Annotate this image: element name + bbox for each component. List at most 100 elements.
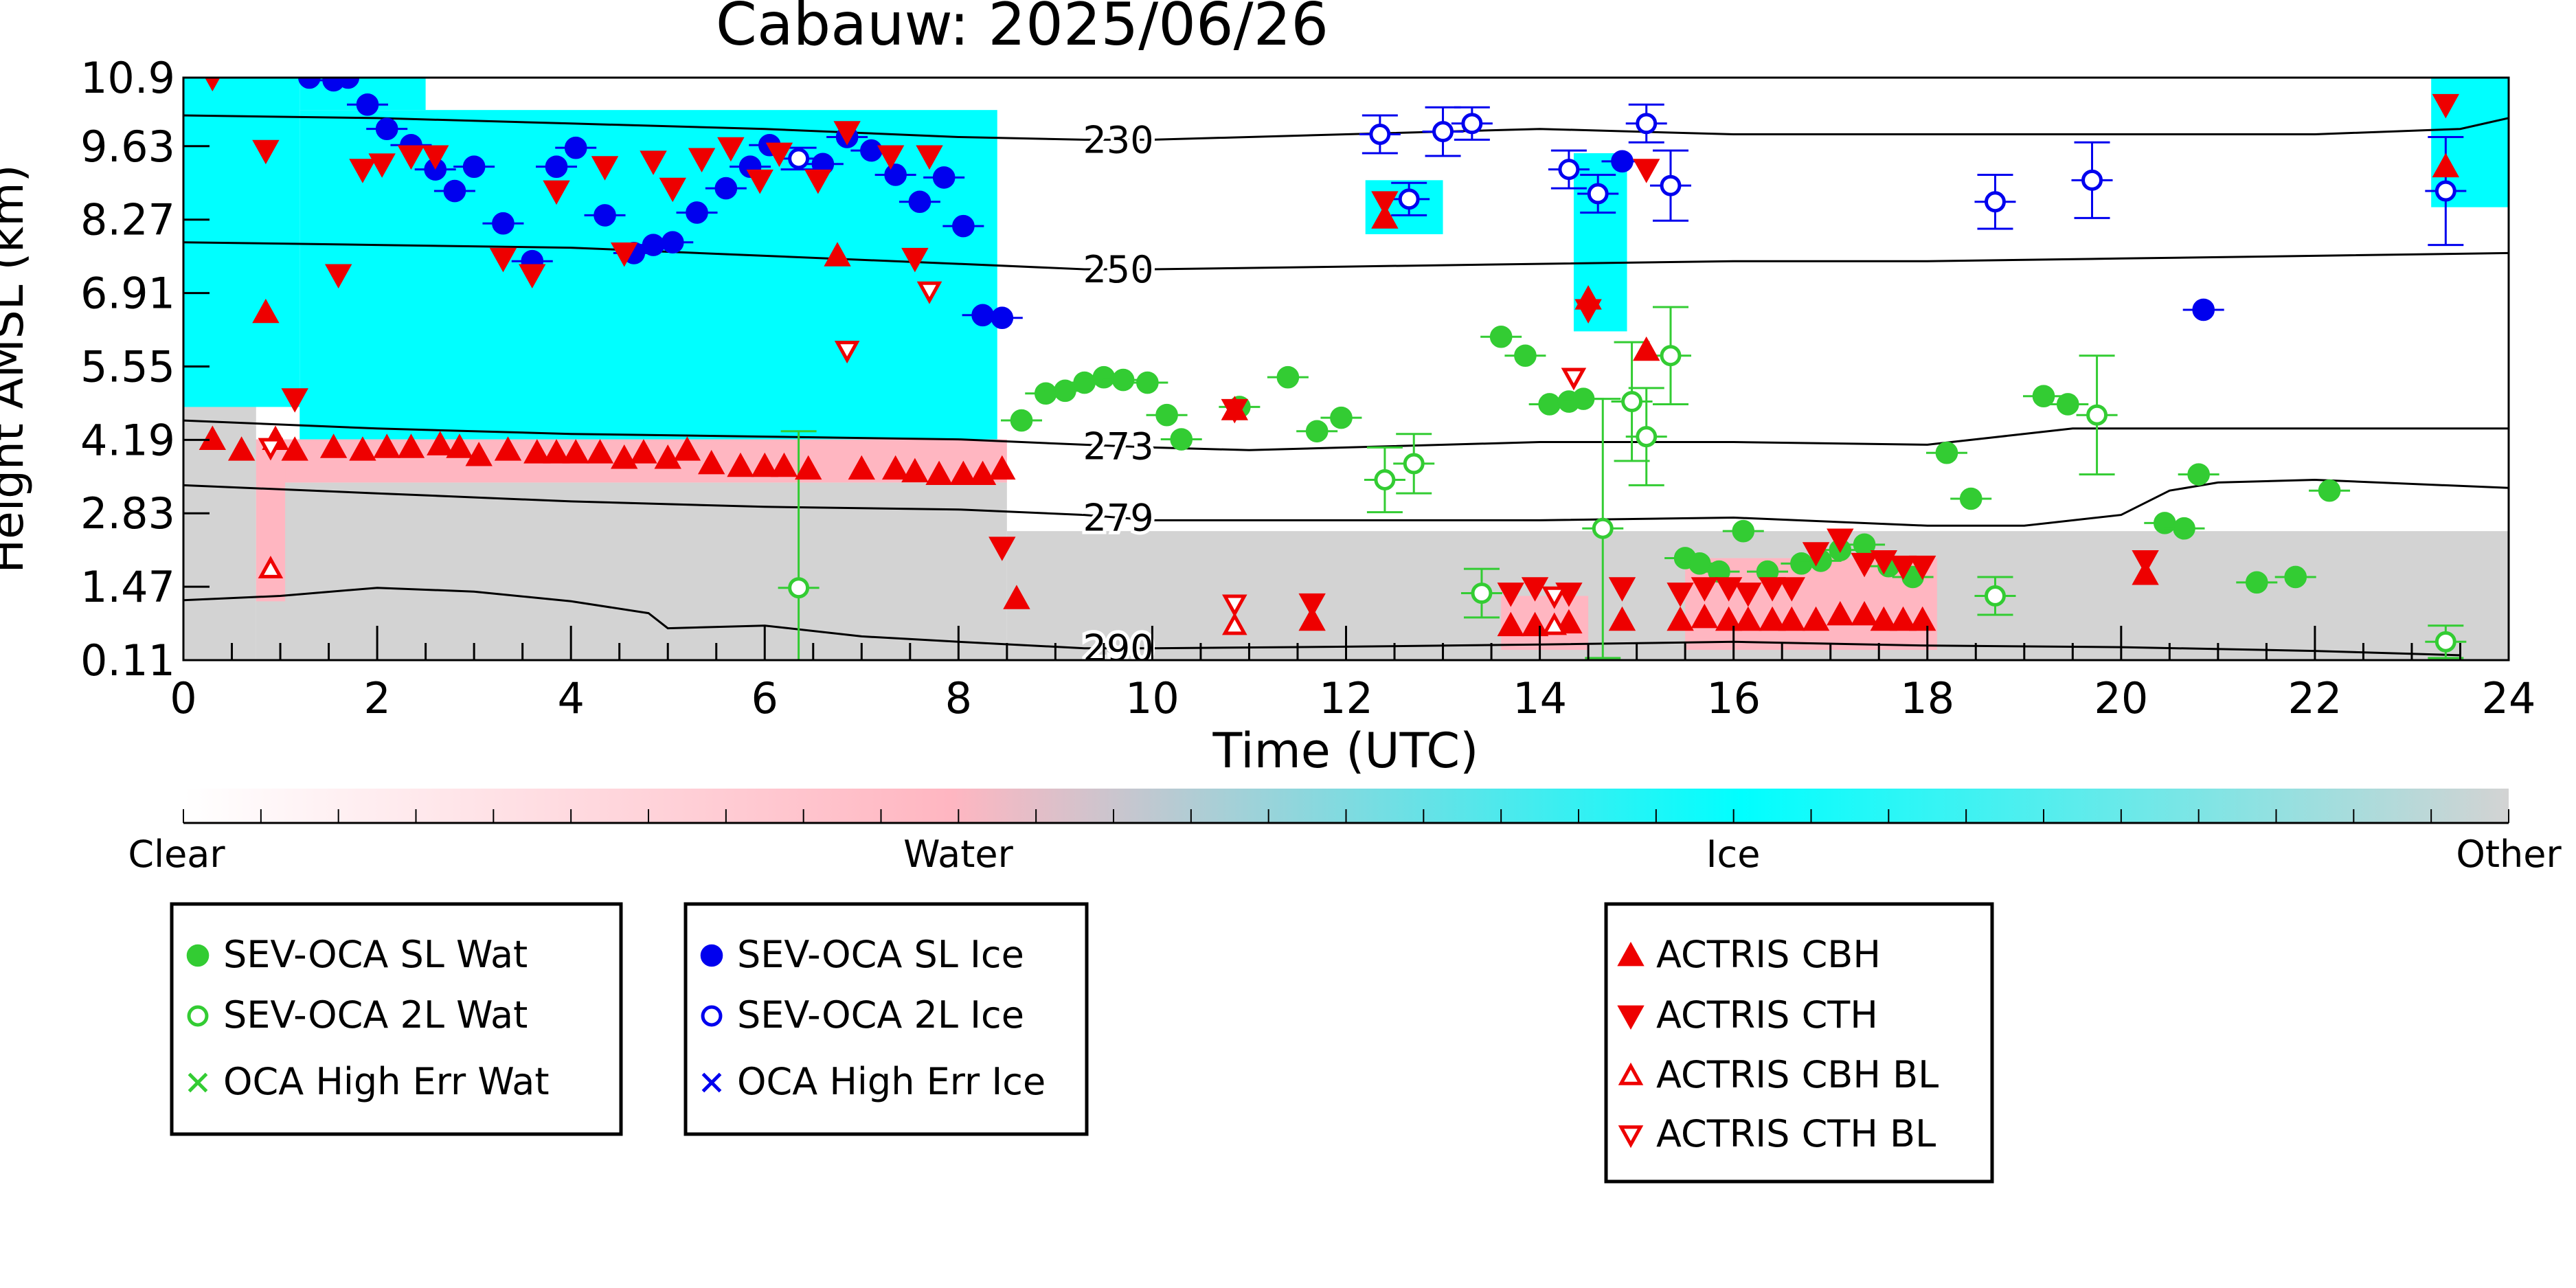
sev-oca-2l-ice-point xyxy=(788,148,810,170)
sev-oca-sl-wat-point xyxy=(1155,403,1178,427)
actris-cbh-point xyxy=(543,439,570,464)
actris-cbh-point xyxy=(523,439,551,464)
sev-oca-sl-wat-point xyxy=(2245,571,2268,594)
actris-cth-point xyxy=(2132,550,2159,575)
x-tick-label: 22 xyxy=(2287,673,2342,723)
sev-oca-sl-ice-point xyxy=(952,214,975,238)
actris-cbh-point xyxy=(727,452,754,477)
isotherm-label: 273 xyxy=(1083,425,1154,468)
sev-oca-sl-wat-point xyxy=(1959,487,1982,510)
colorbar: Clear Water Ice Other xyxy=(128,789,2562,876)
sev-oca-sl-wat-point xyxy=(1688,552,1711,575)
actris-cth-bl-point xyxy=(258,438,284,461)
actris-cbh-point xyxy=(319,433,348,458)
chart-title: Cabauw: 2025/06/26 xyxy=(716,0,1329,59)
actris-cth-point xyxy=(988,536,1016,561)
legend-ice: SEV-OCA SL Ice SEV-OCA 2L Ice OCA High E… xyxy=(683,902,1089,1136)
sev-oca-sl-wat-point xyxy=(2318,479,2341,502)
sev-oca-sl-ice-point xyxy=(971,304,994,327)
sev-oca-sl-wat-point xyxy=(1732,519,1755,543)
actris-cbh-point xyxy=(611,444,638,469)
sev-oca-sl-wat-point xyxy=(1136,371,1159,394)
x-tick-label: 0 xyxy=(170,673,196,723)
actris-cbh-point xyxy=(446,433,473,458)
sev-oca-sl-ice-point xyxy=(492,212,515,235)
sev-oca-sl-wat-point xyxy=(2154,512,2176,534)
x-tick-label: 4 xyxy=(557,673,584,723)
sev-oca-sl-ice-point xyxy=(908,190,931,214)
y-tick-label: 8.27 xyxy=(80,195,175,245)
sev-oca-sl-ice-point xyxy=(1611,150,1634,173)
sev-oca-sl-wat-point xyxy=(2173,517,2195,540)
actris-cth-point xyxy=(1908,555,1936,580)
legend-label: OCA High Err Ice xyxy=(737,1060,1046,1103)
actris-cth-point xyxy=(916,145,943,170)
sev-oca-sl-wat-point xyxy=(1276,365,1300,389)
isotherm-line xyxy=(183,241,2509,271)
sev-oca-2l-wat-point xyxy=(1621,391,1643,413)
actris-cth-point xyxy=(1889,555,1917,580)
actris-cth-point xyxy=(1715,577,1743,602)
x-tick-label: 2 xyxy=(363,673,390,723)
actris-cth-point xyxy=(1759,577,1786,602)
actris-cth-point xyxy=(1221,398,1249,424)
sev-oca-2l-ice-point xyxy=(2434,180,2456,202)
legend-ice-markers xyxy=(700,944,723,1093)
legend-marker-actris-cbh-bl xyxy=(1618,1062,1644,1085)
sev-oca-sl-wat-point xyxy=(1010,409,1033,432)
legend-label: ACTRIS CBH xyxy=(1656,933,1881,976)
sev-oca-2l-wat-point xyxy=(1636,426,1658,448)
actris-cbh-point xyxy=(349,436,376,461)
actris-cth-point xyxy=(1778,577,1805,602)
x-axis: 0 2 4 6 8 10 12 14 16 18 20 22 24 xyxy=(170,626,2535,723)
actris-cbh-point xyxy=(1908,606,1936,631)
sev-oca-sl-wat-point xyxy=(1034,382,1057,405)
actris-cbh-point xyxy=(2432,152,2460,178)
sev-oca-sl-wat-point xyxy=(1489,325,1513,348)
actris-cbh-point xyxy=(227,436,256,461)
legend-marker-sev-oca-2l-ice xyxy=(701,1005,723,1027)
sev-oca-sl-wat-point xyxy=(1538,393,1561,416)
actris-cth-point xyxy=(205,78,221,92)
x-tick-label: 20 xyxy=(2094,673,2148,723)
actris-cth-point xyxy=(688,148,716,172)
actris-cth-point xyxy=(746,169,773,194)
sev-oca-2l-wat-point xyxy=(1985,585,2006,607)
actris-cbh-point xyxy=(427,431,454,455)
sev-oca-2l-ice-point xyxy=(1636,113,1658,135)
sev-oca-sl-wat-point xyxy=(1054,379,1076,403)
sev-oca-2l-wat-point xyxy=(788,577,810,599)
actris-cth-point xyxy=(765,142,793,168)
actris-cth-point xyxy=(1371,191,1399,216)
actris-cbh-point xyxy=(1778,606,1805,631)
y-tick-label: 5.55 xyxy=(80,341,175,392)
actris-cth-point xyxy=(519,264,546,289)
actris-cth-point xyxy=(489,247,517,273)
actris-cbh-point xyxy=(969,460,997,486)
y-tick-label: 2.83 xyxy=(80,488,175,539)
sev-oca-sl-wat-point xyxy=(1514,344,1537,368)
sev-oca-sl-ice-point xyxy=(545,155,568,178)
x-tick-label: 12 xyxy=(1319,673,1373,723)
legend-water: SEV-OCA SL Wat SEV-OCA 2L Wat OCA High E… xyxy=(170,902,623,1136)
actris-cbh-point xyxy=(1298,606,1326,631)
sev-oca-2l-ice-point xyxy=(1398,188,1420,210)
actris-cth-point xyxy=(877,145,905,170)
actris-cbh-point xyxy=(795,455,822,480)
actris-cbh-point xyxy=(1521,611,1549,637)
actris-cth-bl-point xyxy=(1541,586,1568,609)
actris-cbh-point xyxy=(673,436,701,461)
isotherm-label: 279 xyxy=(1083,497,1154,540)
y-tick-label: 10.9 xyxy=(80,53,175,103)
x-tick-label: 6 xyxy=(752,673,778,723)
sev-oca-sl-ice-point xyxy=(2192,298,2215,321)
actris-cth-point xyxy=(2432,93,2460,119)
sev-oca-2l-wat-point xyxy=(1403,453,1425,475)
sev-oca-sl-wat-point xyxy=(2187,463,2210,486)
legend-label: ACTRIS CTH BL xyxy=(1656,1112,1936,1155)
sev-oca-sl-wat-point xyxy=(2032,385,2055,407)
actris-cbh-point xyxy=(654,444,681,469)
legend-marker-actris-cbh xyxy=(1617,941,1645,967)
